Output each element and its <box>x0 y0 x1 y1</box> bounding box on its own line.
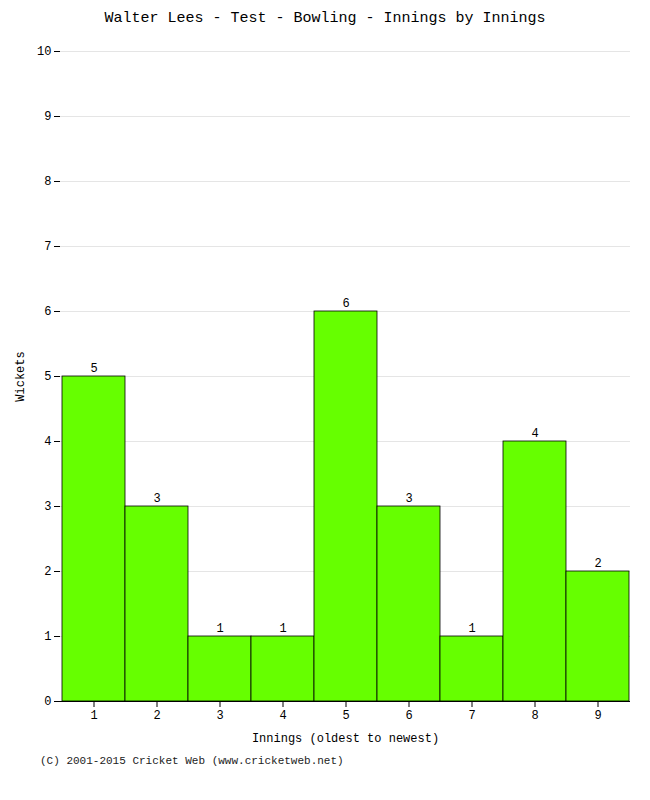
svg-text:4: 4 <box>44 435 51 449</box>
svg-text:Innings (oldest to newest): Innings (oldest to newest) <box>252 732 439 746</box>
svg-text:5: 5 <box>90 362 97 376</box>
svg-text:1: 1 <box>468 622 475 636</box>
svg-text:1: 1 <box>216 622 223 636</box>
svg-text:0: 0 <box>44 695 51 709</box>
svg-text:1: 1 <box>279 622 286 636</box>
svg-text:4: 4 <box>531 427 538 441</box>
svg-text:3: 3 <box>216 709 223 723</box>
svg-text:10: 10 <box>37 45 51 59</box>
html-text:(C) 2001-2015 Cricket Web (www: (C) 2001-2015 Cricket Web (www.cricketwe… <box>40 755 344 767</box>
svg-text:Wickets: Wickets <box>14 351 28 401</box>
svg-text:6: 6 <box>44 305 51 319</box>
svg-text:2: 2 <box>153 709 160 723</box>
svg-text:4: 4 <box>279 709 286 723</box>
svg-text:3: 3 <box>44 500 51 514</box>
svg-text:1: 1 <box>90 709 97 723</box>
svg-text:1: 1 <box>44 630 51 644</box>
svg-text:7: 7 <box>468 709 475 723</box>
svg-text:5: 5 <box>342 709 349 723</box>
svg-text:5: 5 <box>44 370 51 384</box>
svg-text:9: 9 <box>44 110 51 124</box>
html-text:Walter Lees - Test - Bowling -: Walter Lees - Test - Bowling - Innings b… <box>104 10 546 27</box>
svg-text:3: 3 <box>405 492 412 506</box>
svg-text:6: 6 <box>342 297 349 311</box>
svg-text:9: 9 <box>594 709 601 723</box>
svg-text:3: 3 <box>153 492 160 506</box>
svg-text:8: 8 <box>44 175 51 189</box>
svg-text:2: 2 <box>44 565 51 579</box>
svg-text:2: 2 <box>594 557 601 571</box>
svg-text:8: 8 <box>531 709 538 723</box>
svg-text:7: 7 <box>44 240 51 254</box>
svg-text:6: 6 <box>405 709 412 723</box>
